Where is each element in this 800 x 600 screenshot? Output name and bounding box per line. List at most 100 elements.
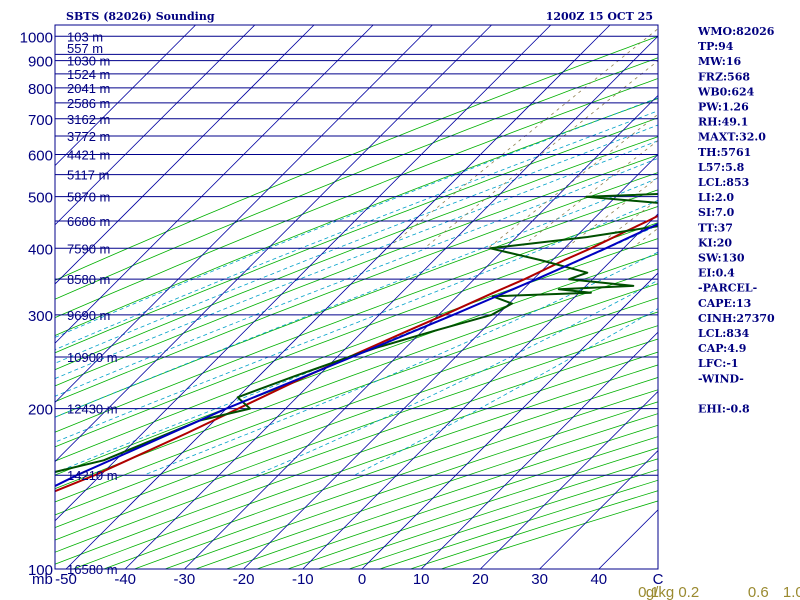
height-label: 7590 m [67,241,110,256]
height-label: 9690 m [67,308,110,323]
mixing-ratio-tick-label: 0.1 [638,584,659,600]
sounding-index-item: L57:5.8 [698,161,745,174]
sounding-index-item: EHI:-0.8 [698,403,750,416]
moist-adiabat-line [55,110,658,351]
pressure-unit-label: mb [32,571,53,588]
isotherm-line [243,154,658,569]
sounding-traces [55,193,658,493]
dry-adiabat-line [55,206,658,433]
height-label: 5117 m [67,168,109,183]
mixing-ratio-line [519,140,658,249]
temperature-tick-label: -40 [114,571,136,588]
height-label: 4421 m [67,147,110,162]
sounding-index-item: EI:0.4 [698,267,735,280]
height-label: 2586 m [67,96,110,111]
temperature-tick-label: C [653,571,664,588]
sounding-time: 1200Z 15 OCT 25 [546,10,653,23]
height-label: 1030 m [67,54,110,69]
isotherm-line [480,390,658,569]
sounding-index-item: WMO:82026 [697,25,775,38]
isotherm-line [302,213,658,569]
sounding-index-item: RH:49.1 [698,116,748,129]
pressure-tick-label: 600 [28,147,53,164]
sounding-index-item: KI:20 [698,236,732,249]
sounding-index-item: PW:1.26 [698,101,749,114]
sounding-index-item: WB0:624 [697,85,755,98]
height-label: 10900 m [67,350,118,365]
mixing-ratio-tick-label: 0.6 [748,584,769,600]
height-label: 2041 m [67,81,110,96]
sounding-index-item: LCL:834 [698,327,750,340]
pressure-tick-label: 700 [28,112,53,129]
isotherm-line [539,450,658,569]
pressure-tick-label: 400 [28,241,53,258]
height-label: 16580 m [67,562,118,577]
moist-adiabat-line [55,177,658,418]
sounding-index-item: FRZ:568 [698,70,750,83]
dry-adiabat-line [55,98,658,336]
sounding-index-item: MAXT:32.0 [698,131,766,144]
moist-adiabat-line [55,199,658,443]
sounding-index-item: TH:5761 [698,146,751,159]
station-title: SBTS (82026) Sounding [66,10,215,23]
dry-adiabat-line [55,172,658,403]
sounding-index-item: CINH:27370 [698,312,775,325]
dry-adiabat-line [55,136,658,371]
pressure-tick-label: 900 [28,54,53,71]
temperature-tick-label: 0 [358,571,366,588]
dry-adiabat-line [55,35,658,281]
mixing-ratio-tick-label: 0.2 [678,584,699,600]
height-label: 103 m [67,29,103,44]
pressure-tick-label: 300 [28,308,53,325]
sounding-indices-panel: WMO:82026 TP:94 MW:16 FRZ:568 WB0:624 PW:1.26… [697,25,775,416]
temperature-tick-label: -20 [233,571,255,588]
isotherm-line [65,25,611,569]
temperature-tick-label: -50 [55,571,77,588]
dry-adiabat-line [55,78,658,319]
dry-adiabat-line [55,268,658,490]
isotherm-line [184,94,658,569]
temperature-tick-label: 30 [531,571,548,588]
dry-adiabat-line [55,297,658,516]
moist-adiabat-line [55,97,658,338]
moist-adiabat-grid [55,97,658,476]
isotherm-line [420,331,658,569]
sounding-index-item: LFC:-1 [698,357,739,370]
dry-adiabat-line [55,154,658,387]
height-label: 5870 m [67,190,110,205]
isotherm-line [124,35,658,569]
pressure-tick-label: 1000 [20,29,53,46]
height-label: 3772 m [67,129,110,144]
sounding-index-item: TT:37 [698,221,733,234]
height-label: 12430 m [67,402,118,417]
height-label: 8580 m [67,272,110,287]
parcel-trace [55,222,658,488]
isotherm-line [55,25,256,226]
isotherm-line [55,25,552,522]
temperature-tick-label: -30 [174,571,196,588]
sounding-index-item: LI:2.0 [698,191,734,204]
sounding-index-item: CAP:4.9 [698,342,746,355]
dry-adiabat-line [55,117,658,354]
moist-adiabat-line [55,140,658,380]
isotherm-line [55,25,492,463]
isotherm-grid [55,25,658,569]
isotherm-line [361,272,658,569]
sounding-index-item: -PARCEL- [698,282,757,295]
isotherm-line [55,25,433,403]
temperature-tick-label: 10 [413,571,430,588]
dry-adiabat-line [55,253,658,476]
dry-adiabat-line [55,189,658,418]
plot-frame [54,24,659,570]
isobar-grid [55,35,658,570]
temperature-tick-label: -10 [292,571,314,588]
temperature-tick-label: 40 [590,571,607,588]
mixing-ratio-unit: g/kg [646,584,674,600]
sounding-index-item: -WIND- [698,372,744,385]
moist-adiabat-line [55,124,658,364]
pressure-tick-label: 500 [28,190,53,207]
pressure-tick-label: 100 [28,562,53,579]
sounding-index-item: MW:16 [698,55,741,68]
pressure-tick-label: 800 [28,81,53,98]
